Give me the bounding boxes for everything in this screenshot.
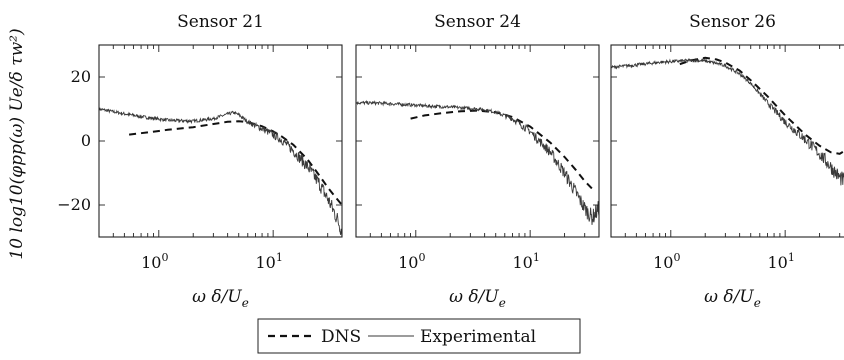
- x-axis-label-main: ω δ/U: [449, 287, 499, 307]
- panel-title: Sensor 26: [689, 12, 776, 32]
- x-tick-exponent: 1: [276, 251, 283, 264]
- x-tick-base: 10: [512, 253, 532, 272]
- panel-title: Sensor 21: [177, 12, 264, 32]
- dns-line: [128, 120, 342, 206]
- panel-title: Sensor 24: [434, 12, 521, 32]
- dns-line: [410, 109, 594, 190]
- x-axis-label-main: ω δ/U: [192, 287, 242, 307]
- x-tick-base: 10: [398, 253, 418, 272]
- x-axis-label: ω δ/Ue: [704, 287, 761, 310]
- x-tick-exponent: 0: [673, 251, 680, 264]
- x-tick-label: 101: [255, 251, 282, 272]
- x-axis-label-main: ω δ/U: [704, 287, 754, 307]
- experimental-line: [356, 99, 599, 225]
- x-tick-exponent: 0: [161, 251, 168, 264]
- x-axis-label-sub: e: [499, 296, 506, 310]
- experimental-line: [611, 57, 844, 186]
- x-tick-label: 100: [398, 251, 425, 272]
- x-tick-exponent: 0: [418, 251, 425, 264]
- legend-experimental-label: Experimental: [420, 327, 536, 347]
- series-group: [356, 99, 599, 225]
- x-tick-base: 10: [767, 253, 787, 272]
- x-axis-label-sub: e: [754, 296, 761, 310]
- series-group: [99, 107, 342, 237]
- x-axis-label: ω δ/Ue: [449, 287, 506, 310]
- legend-box: [257, 318, 581, 354]
- x-tick-base: 10: [255, 253, 275, 272]
- x-tick-base: 10: [141, 253, 161, 272]
- x-tick-label: 101: [767, 251, 794, 272]
- x-tick-label: 101: [512, 251, 539, 272]
- y-tick-label: 20: [71, 67, 91, 86]
- x-axis-label-sub: e: [242, 296, 249, 310]
- y-tick-label: −20: [57, 195, 91, 214]
- dns-line: [679, 56, 844, 155]
- plot-frame: [98, 44, 343, 238]
- x-axis-label: ω δ/Ue: [192, 287, 249, 310]
- x-tick-base: 10: [653, 253, 673, 272]
- legend-dns-label: DNS: [321, 327, 361, 347]
- y-tick-label: 0: [81, 131, 91, 150]
- x-tick-label: 100: [653, 251, 680, 272]
- plot-frame: [355, 44, 600, 238]
- x-tick-exponent: 1: [533, 251, 540, 264]
- y-axis-label: 10 log10(φpp(ω) Ue/δ τw²): [7, 28, 27, 259]
- legend: DNS Experimental: [257, 318, 581, 354]
- x-tick-exponent: 1: [788, 251, 795, 264]
- series-group: [611, 56, 844, 186]
- experimental-line: [99, 107, 342, 237]
- x-tick-label: 100: [141, 251, 168, 272]
